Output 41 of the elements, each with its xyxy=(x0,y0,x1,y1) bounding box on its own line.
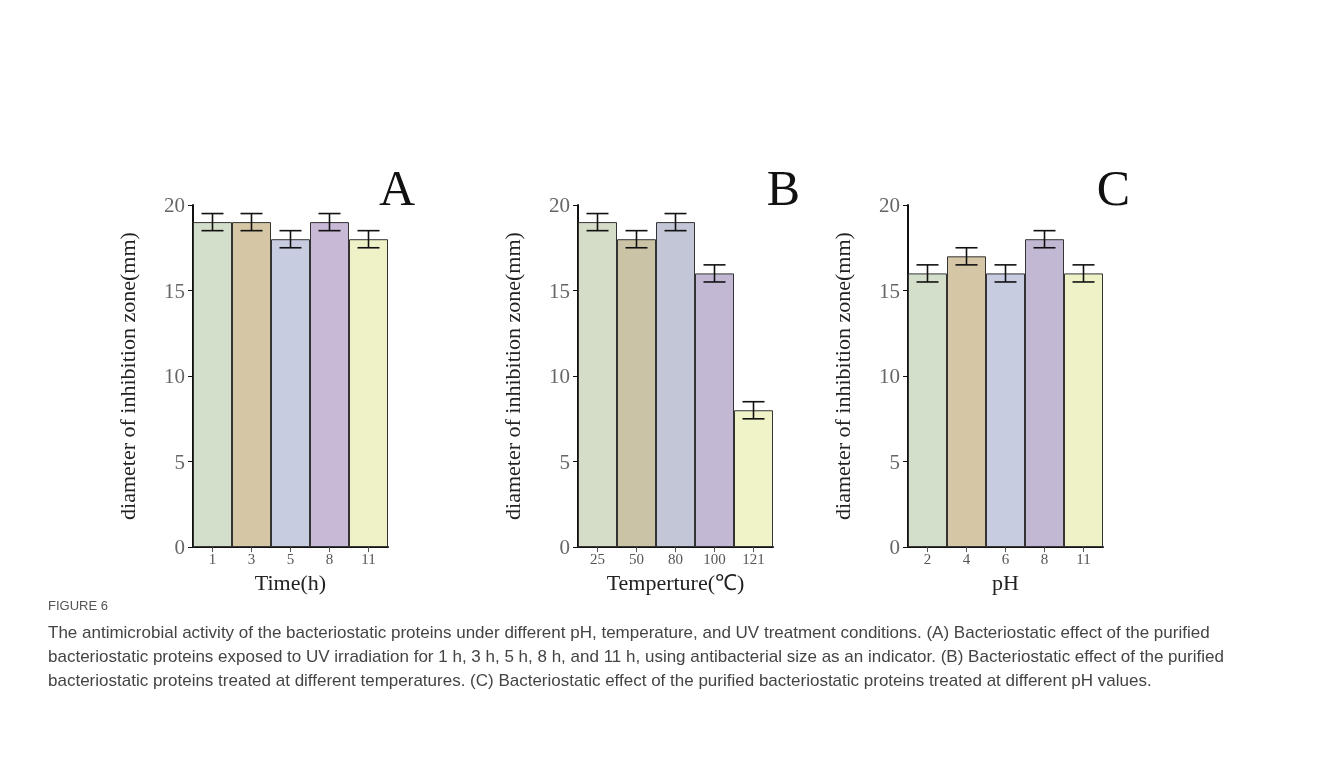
x-tick-label: 50 xyxy=(629,550,644,567)
x-tick-label: 8 xyxy=(1040,550,1049,567)
x-tick-label: 8 xyxy=(325,550,334,567)
chart-title: C xyxy=(1096,160,1131,216)
x-tick-label: 2 xyxy=(923,550,932,567)
chart-title: A xyxy=(378,160,415,216)
y-tick-label: 20 xyxy=(164,193,185,217)
x-axis-title: Temperture(℃) xyxy=(606,569,745,595)
y-tick-label: 10 xyxy=(879,364,900,389)
chart-title: B xyxy=(766,160,801,216)
y-tick-label: 20 xyxy=(879,193,900,217)
text: The antimicrobial activity of the bacteriostatic proteins under different pH, temperature, and UV treatment conditions. (A) Bacteriostatic effect of the purified bacteriostatic proteins exposed to UV irradiation for 1 h, 3 h, 5 h, 8 h, and 11 h, using antibacterial size as an indicator. (B) Bacteriostatic effect of the purified bacteriostatic proteins treated at different temperatures. (C) Bacteriostatic effect of the purified bacteriostatic proteins treated at different pH values. xyxy=(48,622,1225,692)
y-tick-label: 15 xyxy=(549,278,570,303)
x-tick-label: 25 xyxy=(590,550,605,567)
y-tick-label: 15 xyxy=(164,278,185,303)
x-axis-title: Time(h) xyxy=(254,569,327,595)
y-tick-label: 5 xyxy=(174,449,185,474)
x-tick-label: 11 xyxy=(1076,550,1091,567)
x-tick-label: 3 xyxy=(247,550,256,567)
y-tick-label: 0 xyxy=(889,535,900,560)
y-tick-label: 10 xyxy=(549,364,570,389)
x-tick-label: 100 xyxy=(703,550,726,567)
y-tick-label: 0 xyxy=(174,535,185,560)
x-axis-title: pH xyxy=(992,569,1020,595)
x-tick-label: 5 xyxy=(286,550,295,567)
x-tick-label: 80 xyxy=(668,550,683,567)
y-axis-title: diameter of inhibition zone(mm) xyxy=(114,232,140,520)
x-tick-label: 4 xyxy=(962,550,971,567)
x-tick-label: 11 xyxy=(361,550,376,567)
y-axis-title: diameter of inhibition zone(mm) xyxy=(829,232,855,520)
y-tick-label: 5 xyxy=(559,449,570,474)
y-tick-label: 10 xyxy=(164,364,185,389)
caption: FIGURE 6 xyxy=(48,598,109,613)
y-tick-label: 15 xyxy=(879,278,900,303)
x-tick-label: 1 xyxy=(208,550,217,567)
y-tick-label: 20 xyxy=(549,193,570,217)
x-tick-label: 6 xyxy=(1001,550,1010,567)
y-axis-title: diameter of inhibition zone(mm) xyxy=(499,232,525,520)
x-tick-label: 121 xyxy=(742,550,765,567)
y-tick-label: 5 xyxy=(889,449,900,474)
y-tick-label: 0 xyxy=(559,535,570,560)
